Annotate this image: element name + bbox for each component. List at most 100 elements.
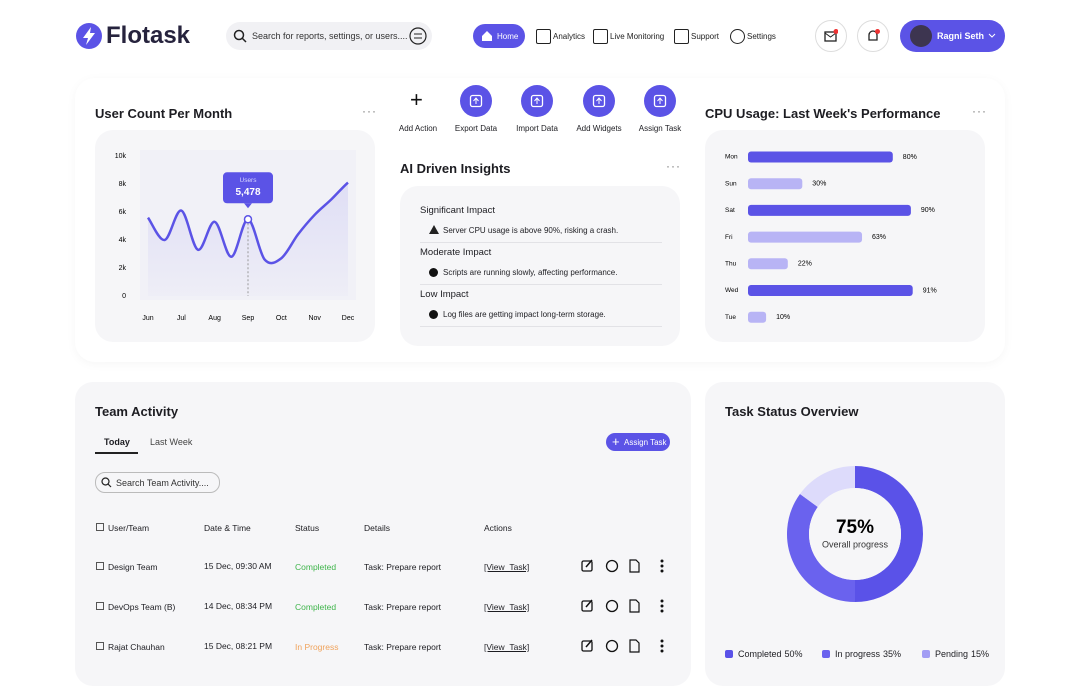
insight-text: Scripts are running slowly, affecting pe… <box>443 268 618 277</box>
search-box[interactable]: Search for reports, settings, or users..… <box>226 22 432 50</box>
bar <box>748 258 788 270</box>
action-label[interactable]: Add Action <box>398 124 438 133</box>
bar-value-label: 90% <box>921 207 935 214</box>
action-icon[interactable] <box>644 85 676 117</box>
center-value: 75% <box>836 517 874 538</box>
insight-heading: Significant Impact <box>420 205 495 216</box>
more-button[interactable]: ··· <box>666 159 681 173</box>
tooltip-value: 5,478 <box>235 187 260 198</box>
brand: Flotask <box>106 22 191 49</box>
donut-segment <box>787 494 856 602</box>
action-label[interactable]: Export Data <box>454 124 498 133</box>
status: Completed <box>295 562 337 572</box>
nav-icon <box>593 29 608 44</box>
team-title: Team Activity <box>95 404 179 419</box>
date-time: 14 Dec, 08:34 PM <box>204 601 273 611</box>
action-icon[interactable]: + <box>410 87 423 112</box>
tooltip-tip <box>244 203 252 209</box>
bar-category: Tue <box>725 314 736 321</box>
donut-segment <box>799 466 856 508</box>
team-name: DevOps Team (B) <box>108 602 176 612</box>
task-title: Task Status Overview <box>725 404 859 419</box>
nav-home[interactable] <box>473 24 525 48</box>
checkbox[interactable] <box>96 523 104 531</box>
x-tick-label: Nov <box>308 315 321 322</box>
bar-value-label: 10% <box>776 314 790 321</box>
legend-name: Completed <box>738 649 782 659</box>
more-button[interactable]: ··· <box>972 104 987 118</box>
action-label[interactable]: Assign Task <box>638 124 682 133</box>
checkbox[interactable] <box>96 642 104 650</box>
bar-category: Thu <box>725 261 737 268</box>
column-header: User/Team <box>108 523 150 533</box>
user-menu[interactable]: Ragni Seth <box>900 20 1005 52</box>
x-tick-label: Sep <box>242 315 255 322</box>
status: In Progress <box>295 642 339 652</box>
insights-card <box>400 186 680 346</box>
nav-label[interactable]: Home <box>497 32 519 41</box>
action-icon[interactable] <box>583 85 615 117</box>
legend-name: Pending <box>935 649 969 659</box>
row-actions[interactable] <box>580 598 670 619</box>
team-name: Design Team <box>108 562 158 572</box>
chart-title: CPU Usage: Last Week's Performance <box>705 106 941 121</box>
x-tick-label: Jun <box>142 315 153 322</box>
more-button[interactable]: ··· <box>362 104 377 118</box>
bar <box>748 178 803 190</box>
user-name: Ragni Seth <box>937 31 985 41</box>
y-tick-label: 0 <box>122 293 126 300</box>
insight-icon <box>429 225 439 234</box>
row-actions[interactable] <box>580 638 670 659</box>
insight-heading: Moderate Impact <box>420 247 492 258</box>
insight-icon <box>429 310 438 319</box>
column-header: Details <box>364 523 390 533</box>
bar-category: Wed <box>725 287 739 294</box>
mail-button[interactable] <box>815 20 847 52</box>
legend-value: 15% <box>971 649 990 659</box>
row-actions[interactable] <box>580 558 670 579</box>
action-icon[interactable] <box>460 85 492 117</box>
legend-swatch <box>822 650 830 658</box>
x-tick-label: Dec <box>342 315 355 322</box>
bar <box>748 311 767 323</box>
checkbox[interactable] <box>96 562 104 570</box>
notification-button[interactable] <box>857 20 889 52</box>
area <box>148 182 348 296</box>
bar-value-label: 22% <box>798 261 812 268</box>
avatar <box>910 25 932 47</box>
nav-label[interactable]: Analytics <box>553 32 586 41</box>
legend-entry: In progress 35% <box>835 649 901 659</box>
tab-active[interactable]: Today <box>104 437 130 447</box>
x-tick-label: Oct <box>276 315 287 322</box>
center-label: Overall progress <box>822 539 889 549</box>
nav-icon <box>536 29 551 44</box>
action-label[interactable]: Import Data <box>516 124 558 133</box>
team-search[interactable]: Search Team Activity.... <box>95 472 220 493</box>
assign-button[interactable]: + Assign Task <box>606 433 670 451</box>
insight-text: Server CPU usage is above 90%, risking a… <box>443 226 619 235</box>
nav-label[interactable]: Support <box>691 32 720 41</box>
tab[interactable]: Last Week <box>150 437 193 447</box>
y-tick-label: 6k <box>119 209 127 216</box>
team-card <box>75 382 691 686</box>
legend-entry: Pending 15% <box>935 649 989 659</box>
nav-label[interactable]: Live Monitoring <box>610 32 665 41</box>
search-placeholder: Search Team Activity.... <box>116 478 209 488</box>
bar-value-label: 30% <box>812 181 826 188</box>
details: Task: Prepare report <box>364 562 442 572</box>
view-link[interactable]: [View_Task] <box>484 642 530 652</box>
legend-name: In progress <box>835 649 881 659</box>
nav-label[interactable]: Settings <box>747 32 776 41</box>
separator <box>420 242 662 243</box>
action-label[interactable]: Add Widgets <box>576 124 622 133</box>
legend-entry: Completed 50% <box>738 649 803 659</box>
checkbox[interactable] <box>96 602 104 610</box>
bar-category: Sat <box>725 207 735 214</box>
bar <box>748 231 863 243</box>
view-link[interactable]: [View_Task] <box>484 602 530 612</box>
action-icon[interactable] <box>521 85 553 117</box>
bar <box>748 151 893 163</box>
details: Task: Prepare report <box>364 642 442 652</box>
view-link[interactable]: [View_Task] <box>484 562 530 572</box>
